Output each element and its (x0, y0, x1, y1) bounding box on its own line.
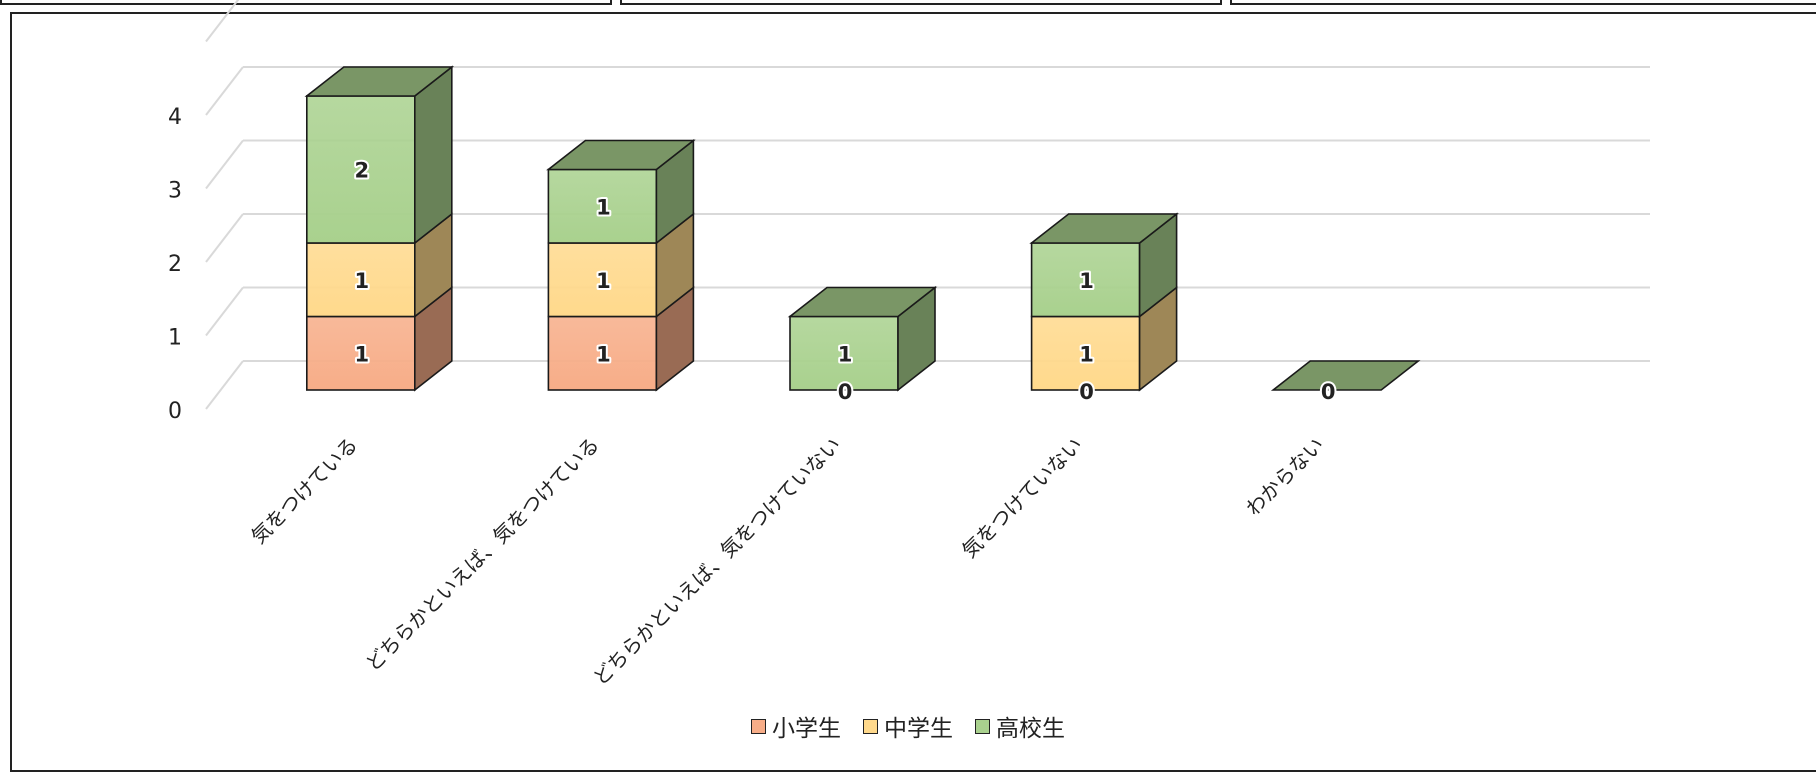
top-tab-1 (0, 0, 612, 5)
bar-top-2 (787, 286, 938, 318)
bar-front-1-1 (547, 242, 658, 318)
legend-label-high-school: 高校生 (996, 716, 1065, 742)
gridline-diagonal-0 (205, 360, 244, 410)
bar-front-1-2 (547, 168, 658, 244)
data-label-1-1: 1 (596, 269, 611, 293)
x-category-label-4: わからない (1241, 433, 1329, 521)
y-tick-label: 4 (168, 105, 182, 130)
bar-top-4 (1270, 360, 1421, 391)
bar-front-2-2 (789, 315, 899, 391)
data-label-0-0: 1 (354, 342, 369, 366)
stacked-3d-bar-chart: 0 1 2 3 4 1 1 2 気をつけている 1 1 1 どちらかといえば、気をつけている 0 1 どちらか… (168, 0, 1650, 690)
bar-front-3-1 (1030, 315, 1141, 391)
y-tick-label: 1 (168, 326, 182, 351)
legend: 小学生 中学生 高校生 (0, 709, 1816, 743)
data-label-1-0: 1 (596, 342, 611, 366)
data-label-4-0: 0 (1321, 380, 1336, 404)
legend-swatch-junior-high (863, 718, 878, 734)
gridline-diagonal-2 (205, 213, 244, 263)
legend-label-junior-high: 中学生 (884, 716, 953, 742)
x-category-label-1: どちらかといえば、気をつけている (361, 433, 604, 676)
legend-item-junior-high: 中学生 (863, 709, 953, 743)
y-tick-label: 0 (168, 399, 182, 424)
gridline-diagonal-3 (205, 139, 244, 190)
x-category-label-3: 気をつけていない (957, 433, 1087, 563)
top-tab-3 (1230, 0, 1816, 5)
data-label-1-2: 1 (596, 195, 611, 219)
gridline-diagonal-4 (205, 66, 244, 116)
data-label-3-2: 1 (1079, 269, 1094, 293)
bar-front-3-2 (1030, 242, 1141, 318)
x-category-label-2: どちらかといえば、気をつけていない (588, 433, 845, 690)
legend-swatch-elementary (751, 718, 766, 734)
bar-front-1-0 (547, 315, 658, 391)
bar-side-0-2 (413, 65, 453, 245)
legend-item-elementary: 小学生 (751, 709, 841, 743)
data-label-2-2: 1 (838, 342, 853, 366)
bar-top-0 (304, 66, 455, 97)
data-label-0-1: 1 (354, 269, 369, 293)
legend-item-high-school: 高校生 (975, 709, 1065, 743)
data-label-0-2: 2 (354, 159, 369, 183)
legend-label-elementary: 小学生 (772, 716, 841, 742)
gridline-diagonal-1 (205, 286, 244, 337)
bar-top-1 (546, 139, 696, 171)
data-label-3-1: 1 (1079, 342, 1094, 366)
data-label-3-0: 0 (1079, 380, 1094, 404)
bar-top-3 (1029, 213, 1179, 244)
y-tick-label: 2 (168, 252, 182, 277)
y-tick-label: 3 (168, 179, 182, 204)
x-category-label-0: 気をつけている (246, 433, 362, 549)
top-tab-2 (620, 0, 1222, 5)
legend-swatch-high-school (975, 718, 990, 734)
data-label-2-0: 0 (838, 380, 853, 404)
gridline-diagonal-top (205, 0, 240, 43)
